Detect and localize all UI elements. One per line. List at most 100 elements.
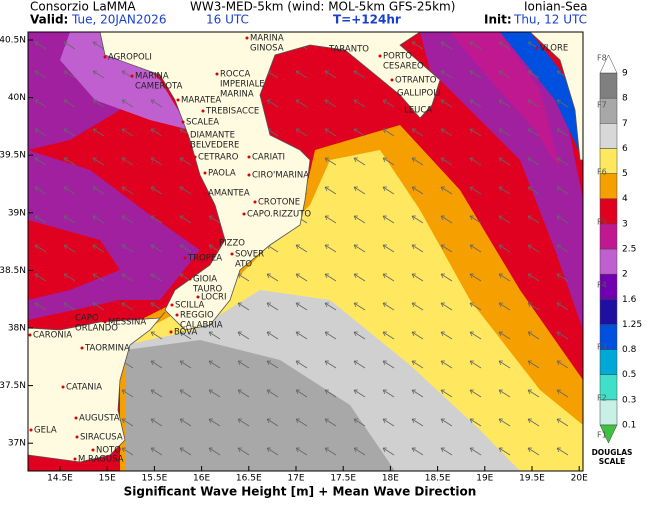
arrow <box>63 70 76 79</box>
arrow <box>353 70 366 79</box>
lat-label: 39N <box>8 208 26 218</box>
place-dot <box>196 295 200 299</box>
wave-zone <box>500 32 583 160</box>
place-label: GINOSA <box>250 44 284 54</box>
colorbar-top <box>599 54 618 74</box>
place-label: SCILLA <box>175 301 205 311</box>
arrow <box>556 215 569 224</box>
douglas-label: F1 <box>597 431 607 440</box>
place-dot <box>324 47 328 51</box>
place-label: CAPO.RIZZUTO <box>247 210 311 220</box>
arrow <box>527 70 540 79</box>
place-label: AUGUSTA <box>79 414 120 424</box>
land-italy <box>99 32 441 331</box>
arrow <box>121 447 134 456</box>
place-label: TARANTO <box>328 45 369 55</box>
arrow <box>295 302 308 311</box>
place-label: NOTO <box>96 446 121 456</box>
arrow <box>34 128 47 137</box>
arrow <box>63 302 76 311</box>
place-label: GIOIA <box>193 275 217 285</box>
colorbar-label: 1.25 <box>622 320 642 330</box>
region: Ionian-Sea <box>524 0 587 14</box>
arrow <box>469 99 482 108</box>
arrow <box>237 360 250 369</box>
map-frame <box>27 31 584 472</box>
place-label: REGGIO <box>180 311 214 321</box>
place-label: GELA <box>34 426 57 436</box>
arrow <box>237 447 250 456</box>
arrow <box>63 128 76 137</box>
arrow <box>266 99 279 108</box>
arrow <box>266 331 279 340</box>
place-label: AMANTEA <box>208 189 250 199</box>
arrow <box>469 244 482 253</box>
caption: Significant Wave Height [m] + Mean Wave … <box>124 485 477 499</box>
arrow <box>92 70 105 79</box>
land-sicily <box>28 311 166 463</box>
douglas-title: SCALE <box>599 457 626 466</box>
lon-label: 17E <box>287 474 304 484</box>
init-date: Thu, 12 UTC <box>513 13 587 27</box>
arrow <box>353 186 366 195</box>
arrow <box>469 302 482 311</box>
arrow <box>34 186 47 195</box>
arrow <box>63 157 76 166</box>
arrow <box>353 389 366 398</box>
colorbar-label: 0.8 <box>622 345 637 355</box>
colorbar-label: 6 <box>622 144 628 154</box>
arrow <box>382 215 395 224</box>
arrow <box>34 157 47 166</box>
arrow <box>324 99 337 108</box>
arrow <box>382 186 395 195</box>
arrow <box>469 418 482 427</box>
arrow <box>556 273 569 282</box>
arrow <box>237 331 250 340</box>
arrow <box>208 331 221 340</box>
place-dot <box>61 385 65 389</box>
valid-date: Tue, 20JAN2026 <box>71 13 166 27</box>
arrow <box>498 447 511 456</box>
arrow <box>556 128 569 137</box>
arrow <box>92 41 105 50</box>
colorbar-label: 8 <box>622 94 628 104</box>
arrow <box>150 273 163 282</box>
arrow <box>527 418 540 427</box>
place-dot <box>215 72 219 76</box>
colorbar-label: 2.5 <box>622 245 636 255</box>
arrow <box>382 128 395 137</box>
arrow <box>382 418 395 427</box>
place-dot <box>242 212 246 216</box>
colorbar: 0.1 0.3 0.5 0.8 1.25 1.6 2 2.5 3 4 5 6 7 8 9 F1 F2 F3 F4 F5… <box>592 54 642 467</box>
place-label: VLORE <box>540 44 568 54</box>
place-dot <box>29 428 33 432</box>
arrow <box>411 128 424 137</box>
arrow <box>121 186 134 195</box>
arrow <box>469 128 482 137</box>
place-dot <box>74 416 78 420</box>
place-label: CROTONE <box>258 198 300 208</box>
place-dot <box>185 133 189 137</box>
place-label: CATANIA <box>66 383 102 393</box>
valid-hour: 16 UTC <box>206 13 249 27</box>
arrow <box>411 447 424 456</box>
arrow <box>121 244 134 253</box>
place-label: CARONIA <box>33 331 72 341</box>
colorbar-band <box>599 399 618 426</box>
lon-label: 19E <box>476 474 493 484</box>
place-label: MARATEA <box>181 96 221 106</box>
place-dot <box>230 252 234 256</box>
arrow <box>295 418 308 427</box>
arrow <box>469 186 482 195</box>
arrow <box>556 186 569 195</box>
place-dot <box>91 448 95 452</box>
place-dot <box>169 330 173 334</box>
arrow <box>411 331 424 340</box>
lon-label: 16E <box>193 474 210 484</box>
arrow <box>34 302 47 311</box>
arrow <box>237 302 250 311</box>
arrow <box>324 244 337 253</box>
place-label: LOCRI <box>201 293 226 303</box>
arrow <box>208 360 221 369</box>
arrow <box>556 447 569 456</box>
